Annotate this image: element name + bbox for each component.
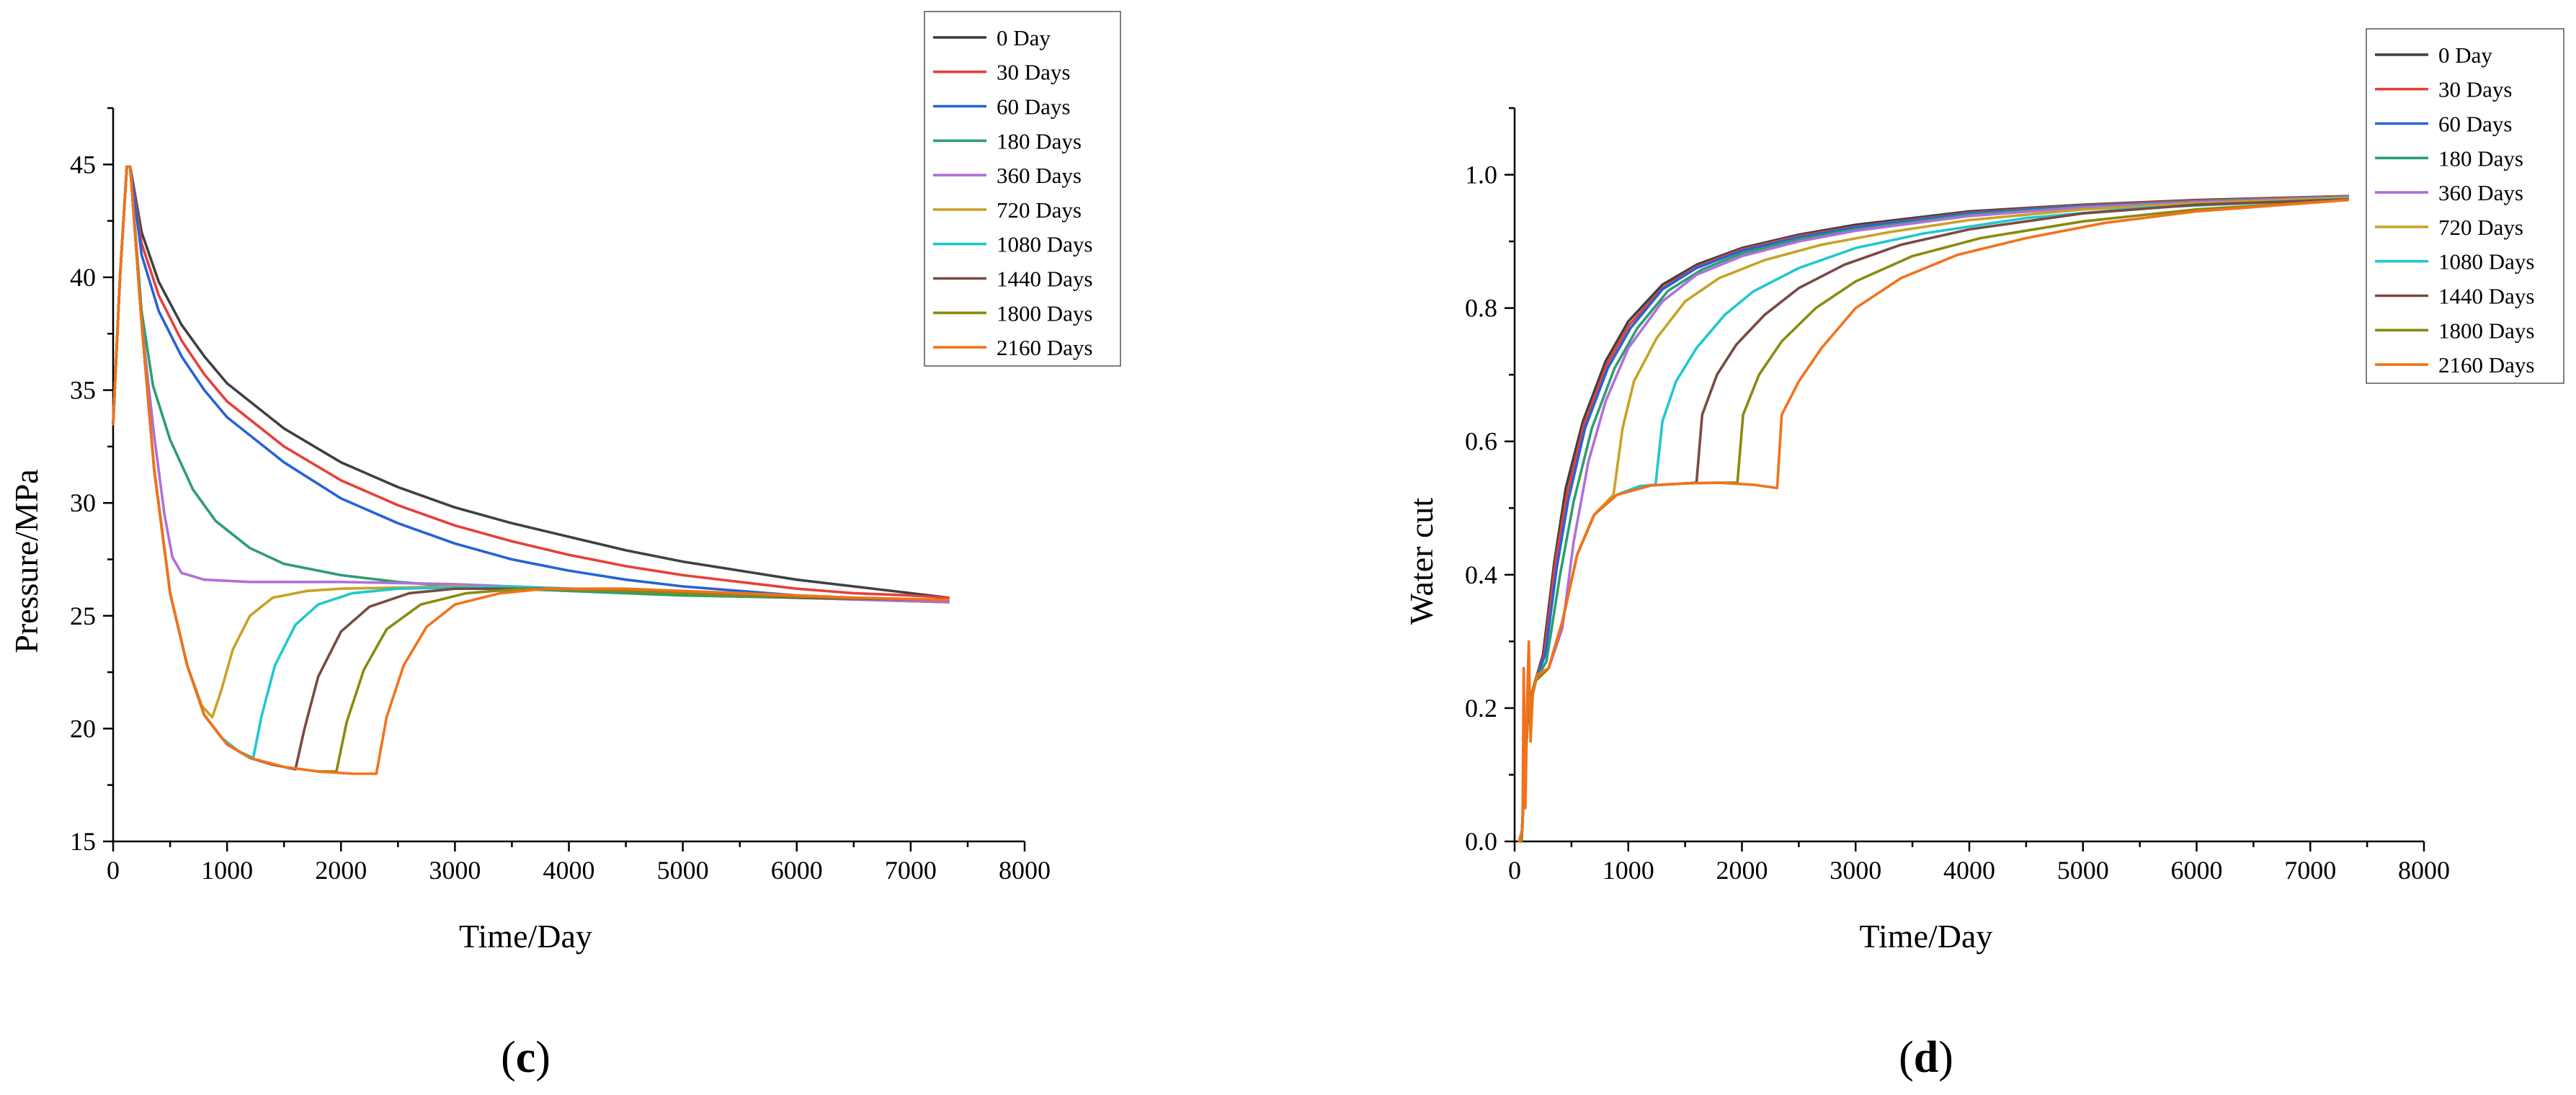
legend-label: 1800 Days [997,300,1092,326]
legend-label: 30 Days [2438,77,2512,102]
legend-label: 2160 Days [997,335,1092,360]
x-tick-label: 3000 [429,856,481,885]
legend-label: 1440 Days [2438,284,2534,309]
series-line-1080-days [1520,197,2350,843]
x-tick-label: 8000 [2398,856,2450,885]
series-line-60-days [112,165,950,602]
legend-label: 0 Day [2438,43,2492,68]
legend-label: 360 Days [2438,180,2523,205]
legend-label: 720 Days [997,197,1082,223]
series-line-2160-days [1517,198,2350,843]
legend: 0 Day 30 Days 60 Days 180 Days 360 Days 720 D… [2366,28,2564,384]
y-tick-label: 25 [70,602,96,630]
series-line-1800-days [1520,198,2350,843]
x-tick-label: 6000 [2171,856,2223,885]
x-tick-label: 3000 [1830,856,1881,885]
panel-d-water-cut-chart: 0 1000 2000 3000 4000 5000 6000 7000 8000 0.0 0.2 0… [1403,28,2564,1082]
y-tick-label: 0.8 [1465,294,1497,323]
series-line-360-days [1520,196,2350,843]
series-line-0-day [1520,195,2350,843]
x-tick-label: 5000 [657,856,709,885]
x-axis-title: Time/Day [459,918,592,955]
y-tick-label: 30 [70,488,96,517]
x-tick-label: 0 [107,856,120,885]
y-axis-title: Water cut [1403,498,1440,625]
series-line-720-days [1520,197,2350,843]
x-tick-label: 7000 [2284,856,2336,885]
series-line-30-days [112,165,950,599]
x-tick-label: 5000 [2057,856,2109,885]
legend-label: 1080 Days [2438,249,2534,274]
series-line-180-days [1520,195,2350,843]
panel-label: (c) [501,1033,551,1082]
legend-label: 2160 Days [2438,352,2534,377]
series-line-0-day [112,165,950,599]
x-tick-label: 2000 [1716,856,1768,885]
legend: 0 Day 30 Days 60 Days 180 Days 360 Days 720 D… [924,11,1121,367]
legend-label: 30 Days [997,60,1070,85]
y-tick-label: 0.6 [1465,427,1497,456]
legend-label: 360 Days [997,163,1082,188]
x-tick-label: 0 [1508,856,1521,885]
legend-label: 720 Days [2438,215,2523,240]
series-line-2160-days [112,165,950,775]
x-axis-title: Time/Day [1860,918,1993,955]
series-line-1800-days [112,165,950,773]
series-line-360-days [112,165,950,604]
series-line-720-days [112,165,950,719]
legend-label: 1080 Days [997,232,1092,257]
x-tick-label: 4000 [543,856,595,885]
legend-label: 180 Days [997,128,1082,153]
series-line-60-days [1520,195,2350,843]
panel-label: (d) [1899,1033,1953,1082]
y-tick-label: 20 [70,714,96,743]
legend-label: 60 Days [2438,112,2512,137]
y-tick-label: 15 [70,827,96,856]
x-tick-label: 8000 [999,856,1051,885]
x-tick-label: 6000 [771,856,823,885]
x-tick-label: 1000 [201,856,253,885]
series-line-1080-days [112,165,950,759]
series-line-180-days [112,165,950,604]
series-line-1440-days [112,165,950,771]
legend-label: 1800 Days [2438,318,2534,343]
legend-label: 180 Days [2438,146,2523,171]
x-tick-label: 4000 [1943,856,1995,885]
panel-c-pressure-chart: 0 1000 2000 3000 4000 5000 6000 7000 8000 15 20 25 3… [8,11,1121,1082]
y-tick-label: 0.2 [1465,694,1497,723]
x-tick-label: 1000 [1603,856,1654,885]
series-line-1440-days [1520,198,2350,843]
x-tick-label: 2000 [315,856,367,885]
y-tick-label: 40 [70,263,96,292]
y-tick-label: 0.0 [1465,827,1497,856]
y-tick-label: 35 [70,376,96,405]
y-tick-label: 45 [70,150,96,179]
y-tick-label: 1.0 [1465,161,1497,189]
y-axis-title: Pressure/MPa [8,469,45,653]
x-tick-label: 7000 [885,856,937,885]
y-tick-label: 0.4 [1465,560,1497,589]
legend-label: 0 Day [997,25,1051,50]
series-line-30-days [1520,195,2350,843]
legend-label: 60 Days [997,94,1070,120]
legend-label: 1440 Days [997,267,1092,292]
